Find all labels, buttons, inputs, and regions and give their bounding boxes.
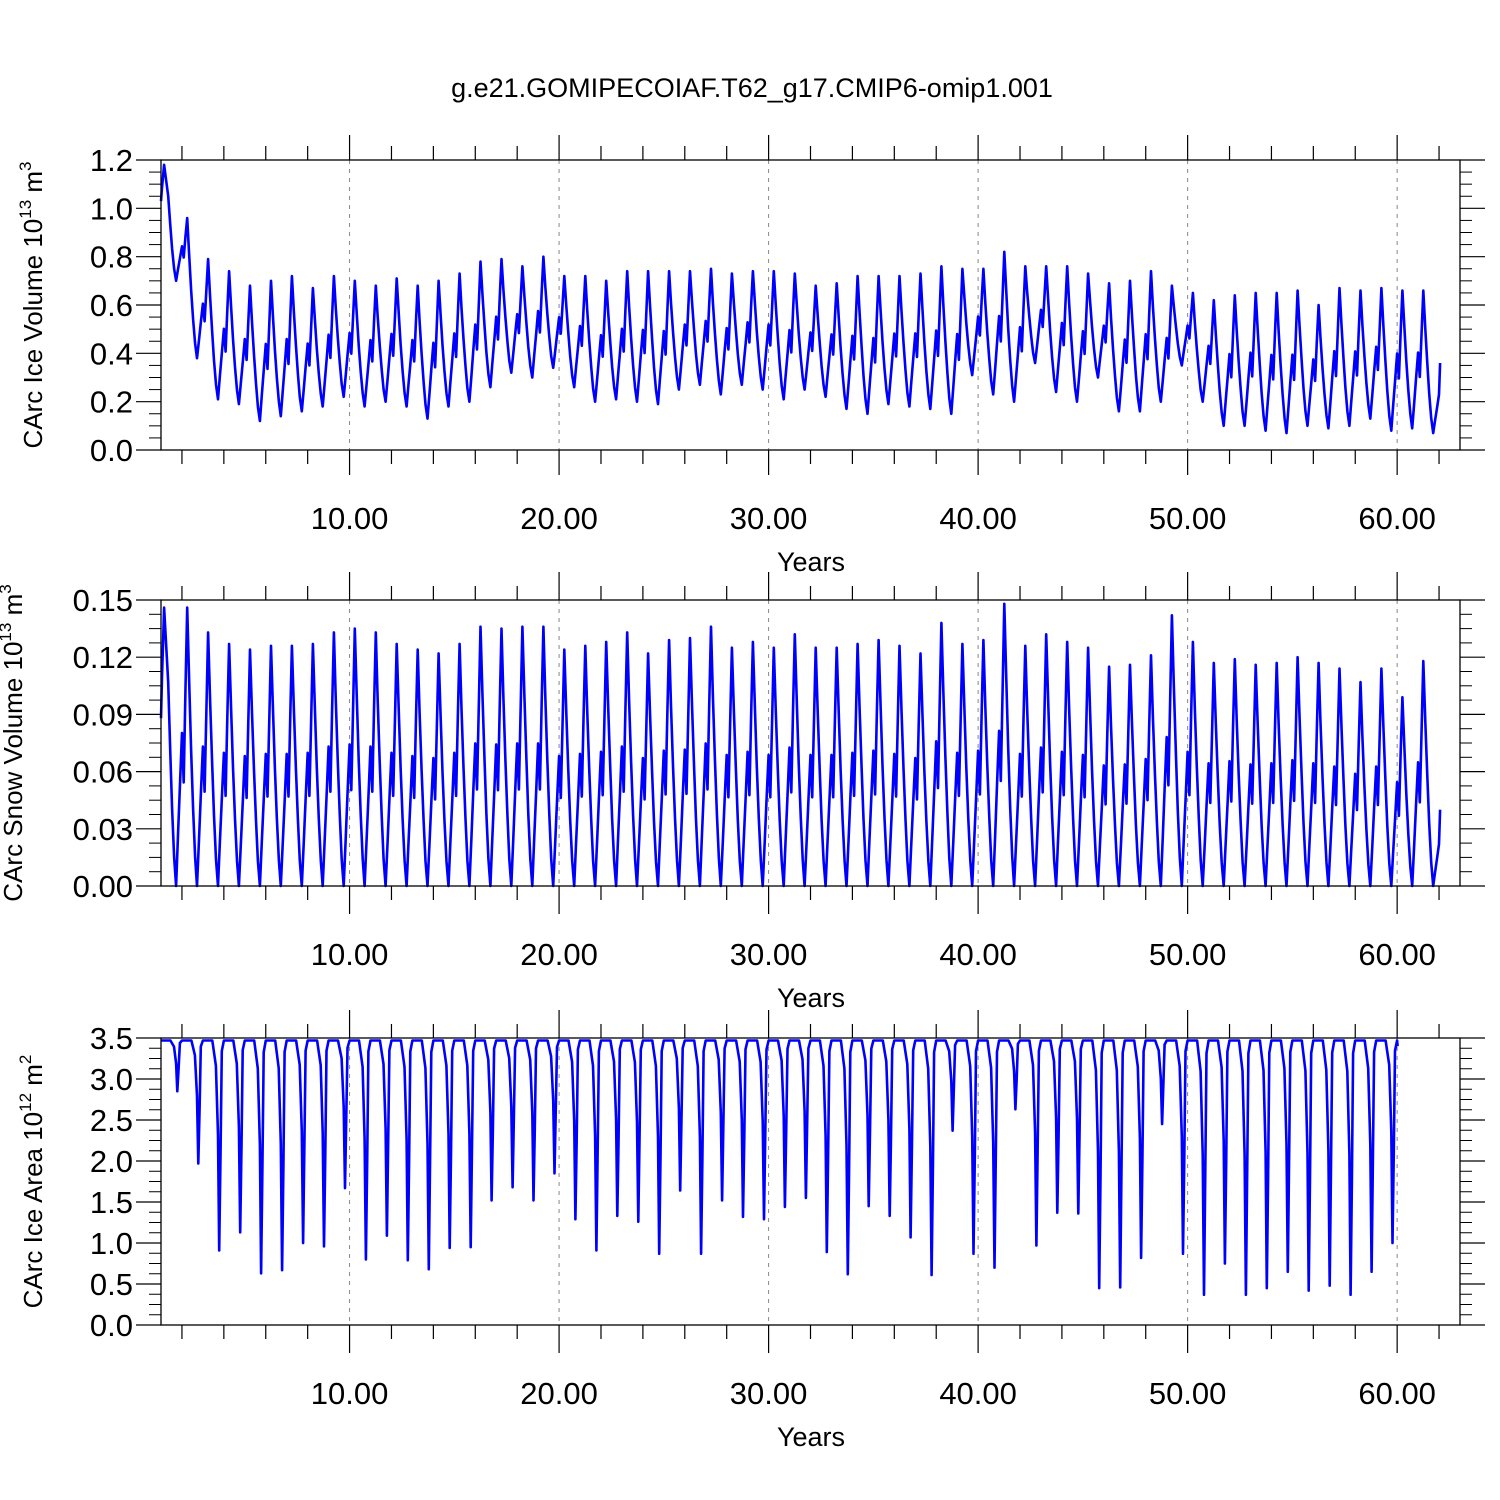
x-axis-label: Years [777, 983, 845, 1013]
y-axis-label-exponent: 2 [16, 1055, 35, 1064]
panel-snow-volume: 10.00 20.00 30.00 40.00 50.00 60.00 Years 0.00 0… [0, 572, 1485, 1013]
x-axis-label: Years [777, 547, 845, 577]
y-axis-label-text: CArc Ice Area 10 [18, 1112, 48, 1309]
x-tick-label: 60.00 [1358, 501, 1436, 536]
y-axis-label-exponent: 3 [16, 161, 35, 170]
y-tick-label: 1.2 [90, 143, 133, 178]
series-line [159, 602, 1442, 888]
panel-ice-volume: 10.00 20.00 30.00 40.00 50.00 60.00 Years 0.0 0.… [16, 135, 1485, 577]
panel-ice-area: 10.00 20.00 30.00 40.00 50.00 60.00 Years 0.0 0.… [16, 1010, 1485, 1452]
y-tick-label: 0.5 [90, 1267, 133, 1302]
y-axis-label-text: CArc Ice Volume 10 [18, 219, 48, 449]
x-tick-label: 50.00 [1149, 937, 1227, 972]
y-tick-label: 1.0 [90, 1226, 133, 1261]
y-tick-label: 0.12 [73, 640, 133, 675]
x-tick-label: 10.00 [311, 1376, 389, 1411]
y-tick-label: 0.0 [90, 433, 133, 468]
x-tick-label: 30.00 [730, 937, 808, 972]
x-tick-label: 40.00 [939, 1376, 1017, 1411]
y-axis-label-unit: m [0, 594, 28, 623]
y-tick-label: 0.00 [73, 869, 133, 904]
y-tick-label: 0.6 [90, 288, 133, 323]
x-tick-label: 50.00 [1149, 501, 1227, 536]
x-tick-label: 10.00 [311, 501, 389, 536]
x-tick-label: 20.00 [520, 501, 598, 536]
y-tick-label: 0.03 [73, 812, 133, 847]
x-tick-label: 20.00 [520, 1376, 598, 1411]
x-tick-label: 60.00 [1358, 1376, 1436, 1411]
x-tick-label: 40.00 [939, 937, 1017, 972]
x-tick-label: 10.00 [311, 937, 389, 972]
y-tick-label: 0.2 [90, 385, 133, 420]
x-tick-label: 40.00 [939, 501, 1017, 536]
x-tick-label: 50.00 [1149, 1376, 1227, 1411]
y-tick-label: 0.15 [73, 583, 133, 618]
y-axis-label-exponent: 12 [16, 1093, 35, 1112]
y-tick-label: 1.5 [90, 1185, 133, 1220]
y-axis-label-exponent: 3 [0, 584, 15, 593]
y-axis-label-text: CArc Snow Volume 10 [0, 642, 28, 902]
y-tick-label: 3.0 [90, 1062, 133, 1097]
x-axis-label: Years [777, 1422, 845, 1452]
y-axis-label: CArc Ice Volume 1013 m3 [16, 161, 48, 448]
x-tick-label: 60.00 [1358, 937, 1436, 972]
y-axis-label-exponent: 13 [0, 623, 15, 642]
y-tick-label: 3.5 [90, 1021, 133, 1056]
x-tick-label: 20.00 [520, 937, 598, 972]
y-axis-label: CArc Snow Volume 1013 m3 [0, 584, 28, 901]
y-axis-label: CArc Ice Area 1012 m2 [16, 1055, 48, 1309]
y-tick-label: 0.4 [90, 336, 133, 371]
x-tick-label: 30.00 [730, 501, 808, 536]
y-tick-label: 2.5 [90, 1103, 133, 1138]
y-tick-label: 1.0 [90, 191, 133, 226]
y-tick-label: 2.0 [90, 1144, 133, 1179]
y-axis-label-unit: m [18, 171, 48, 200]
x-tick-label: 30.00 [730, 1376, 808, 1411]
y-tick-label: 0.0 [90, 1308, 133, 1343]
figure-title: g.e21.GOMIPECOIAF.T62_g17.CMIP6-omip1.00… [451, 73, 1053, 103]
series-line [161, 1039, 1399, 1296]
y-tick-label: 0.8 [90, 240, 133, 275]
y-tick-label: 0.06 [73, 755, 133, 790]
y-tick-label: 0.09 [73, 697, 133, 732]
series-line [159, 163, 1442, 435]
y-axis-label-unit: m [18, 1064, 48, 1093]
y-axis-label-exponent: 13 [16, 200, 35, 219]
